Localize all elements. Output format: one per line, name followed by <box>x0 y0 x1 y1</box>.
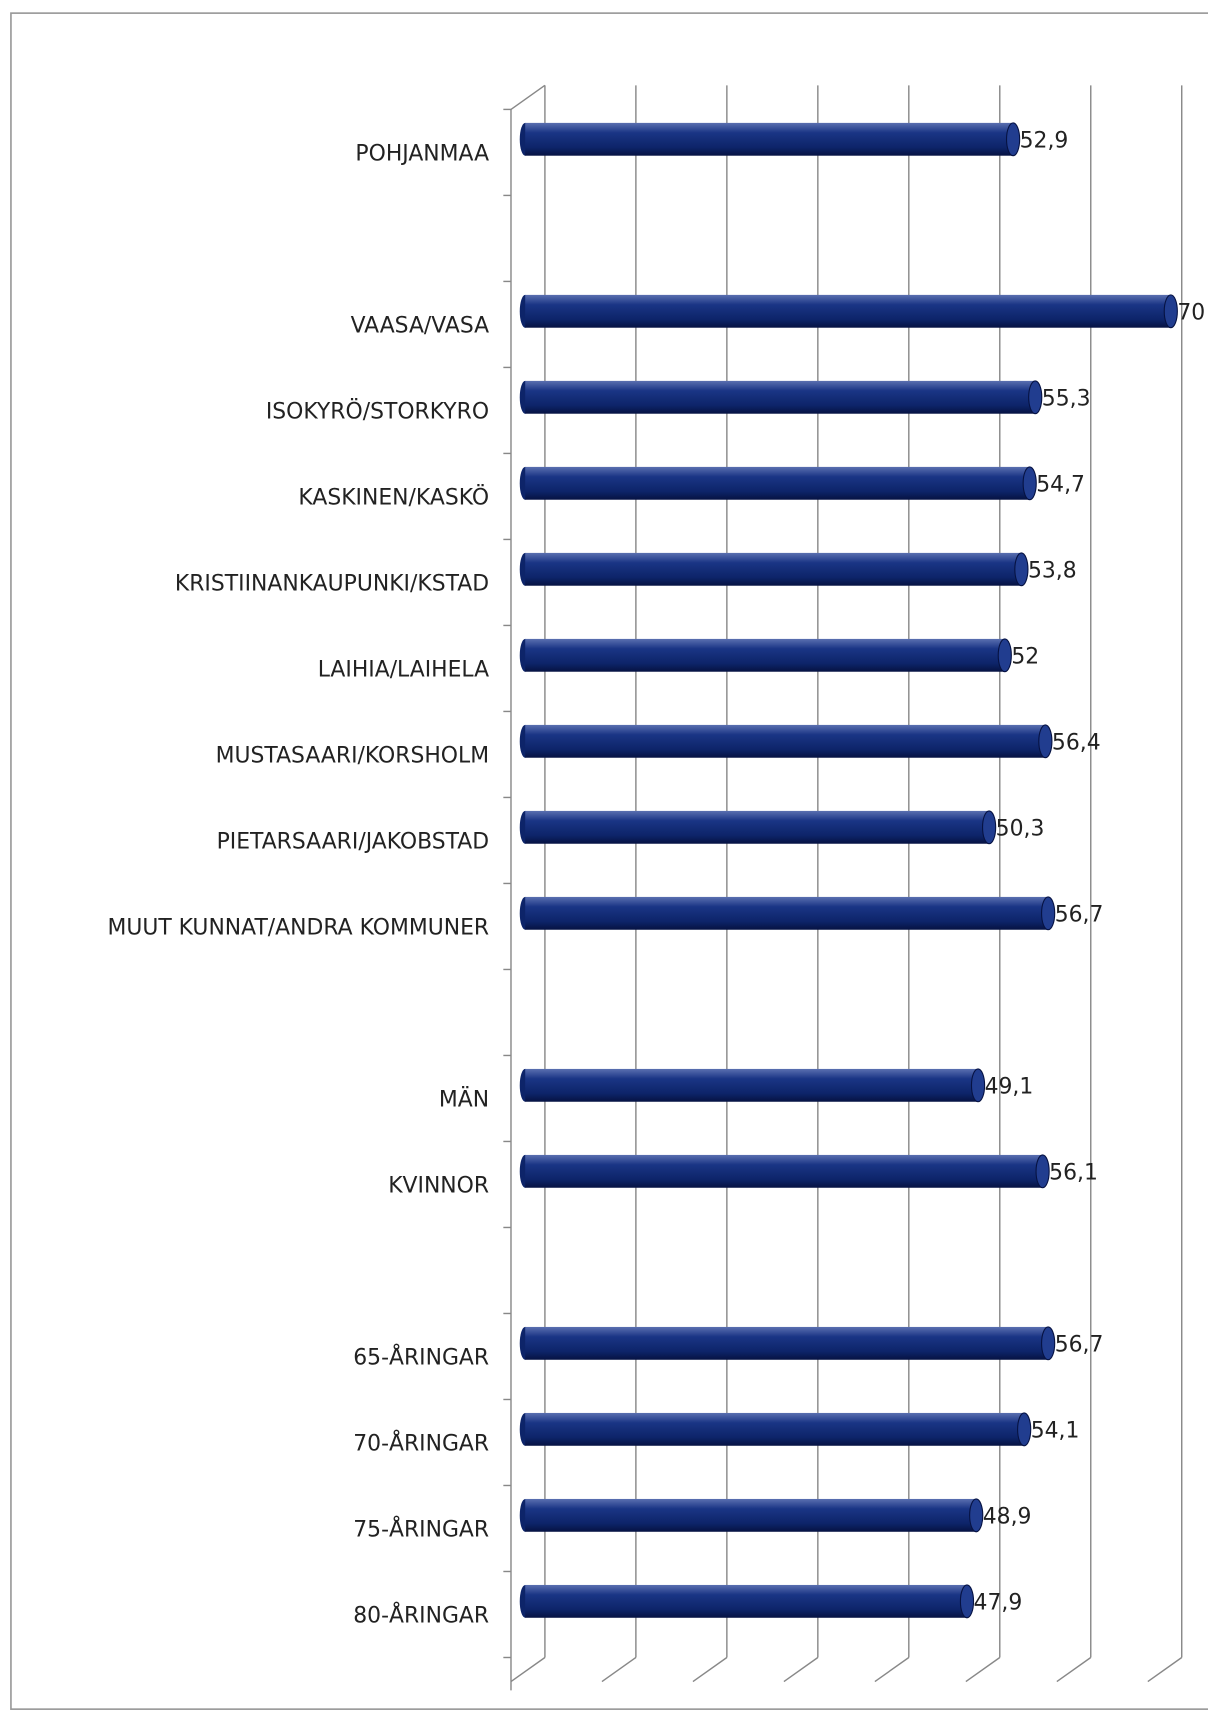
bar-part <box>1035 1154 1050 1189</box>
bar-part <box>997 638 1012 673</box>
bar <box>519 724 1053 759</box>
grid-line <box>601 1656 637 1683</box>
grid-line <box>874 1656 910 1683</box>
data-label: 55,3 <box>1042 386 1091 411</box>
data-label: 47,9 <box>974 1591 1023 1616</box>
data-label: 56,7 <box>1055 1333 1104 1358</box>
bar-part <box>959 1584 975 1619</box>
data-label: 49,1 <box>985 1075 1034 1100</box>
grid-line <box>783 1656 819 1683</box>
bar <box>519 1154 1050 1189</box>
bar-part <box>1041 1326 1056 1361</box>
data-label: 52 <box>1011 645 1039 670</box>
bar <box>519 1068 986 1103</box>
data-label: 54,7 <box>1036 472 1085 497</box>
bar-part <box>1028 380 1043 415</box>
y-tick-label: 80-ÅRINGAR <box>353 1602 489 1629</box>
bar-part <box>525 122 1014 156</box>
grid-line <box>1147 1656 1183 1683</box>
data-label: 70 <box>1177 300 1205 325</box>
data-label: 56,7 <box>1055 903 1104 928</box>
bar-part <box>525 294 1171 328</box>
bar-part <box>525 896 1049 930</box>
bar-part <box>525 1412 1025 1446</box>
grid-line <box>510 1656 546 1683</box>
bar-part <box>1041 896 1056 931</box>
data-label: 53,8 <box>1028 559 1077 584</box>
bar <box>519 896 1056 931</box>
bar-part <box>1163 294 1178 329</box>
bar-part <box>1005 122 1021 157</box>
bar-part <box>525 1326 1049 1360</box>
bar <box>519 380 1043 415</box>
bar <box>519 1498 984 1533</box>
data-label: 56,4 <box>1052 731 1101 756</box>
bar-part <box>525 1584 967 1618</box>
data-label: 48,9 <box>983 1505 1032 1530</box>
bar-part <box>525 380 1036 414</box>
data-label: 50,3 <box>996 817 1045 842</box>
y-tick-label: POHJANMAA <box>355 142 489 167</box>
bar-part <box>981 810 997 845</box>
bar-part <box>969 1498 984 1533</box>
bar-part <box>1038 724 1053 759</box>
bar <box>519 552 1029 587</box>
y-tick-label: KRISTIINANKAUPUNKI/KSTAD <box>175 572 489 597</box>
bar-part <box>525 552 1022 586</box>
bar <box>519 1412 1032 1447</box>
bar-part <box>525 466 1030 500</box>
bar-part <box>525 1068 979 1102</box>
y-tick-label: ISOKYRÖ/STORKYRO <box>266 399 489 425</box>
y-tick-label: VAASA/VASA <box>351 314 490 339</box>
plot: POHJANMAA 52,9 VAASA/VASA 70 ISOKYRÖ/STORKYR… <box>10 12 1208 1710</box>
bar <box>519 466 1037 501</box>
bar-part <box>1022 466 1037 501</box>
bar-part <box>970 1068 986 1103</box>
data-label: 54,1 <box>1031 1419 1080 1444</box>
grid-line <box>692 1656 728 1683</box>
y-tick-label: MUSTASAARI/KORSHOLM <box>216 744 489 769</box>
y-tick-label: 65-ÅRINGAR <box>353 1344 489 1371</box>
bar <box>519 1326 1056 1361</box>
bar <box>519 122 1021 157</box>
data-label: 56,1 <box>1049 1161 1098 1186</box>
bar-part <box>525 1498 977 1532</box>
y-tick-label: 75-ÅRINGAR <box>353 1516 489 1543</box>
bar <box>519 1584 975 1619</box>
y-tick-label: KVINNOR <box>388 1174 489 1199</box>
y-tick-label: KASKINEN/KASKÖ <box>298 485 489 511</box>
frame <box>10 12 1208 1710</box>
bar <box>519 294 1178 329</box>
grid-line <box>965 1656 1001 1683</box>
bar-part <box>525 724 1046 758</box>
data-label: 52,9 <box>1020 128 1069 153</box>
y-tick-label: MUUT KUNNAT/ANDRA KOMMUNER <box>107 916 489 941</box>
bar-part <box>525 1154 1043 1188</box>
bar-part <box>525 638 1005 672</box>
bar-part <box>1017 1412 1032 1447</box>
bar <box>519 810 997 845</box>
grid-line <box>1056 1656 1092 1683</box>
y-tick-label: 70-ÅRINGAR <box>353 1430 489 1457</box>
bar-part <box>525 810 990 844</box>
y-tick-label: MÄN <box>439 1087 489 1113</box>
bar <box>519 638 1012 673</box>
y-tick-label: PIETARSAARI/JAKOBSTAD <box>217 830 490 855</box>
bar-part <box>1014 552 1029 587</box>
axis-line <box>510 84 546 111</box>
y-tick-label: LAIHIA/LAIHELA <box>318 658 489 683</box>
